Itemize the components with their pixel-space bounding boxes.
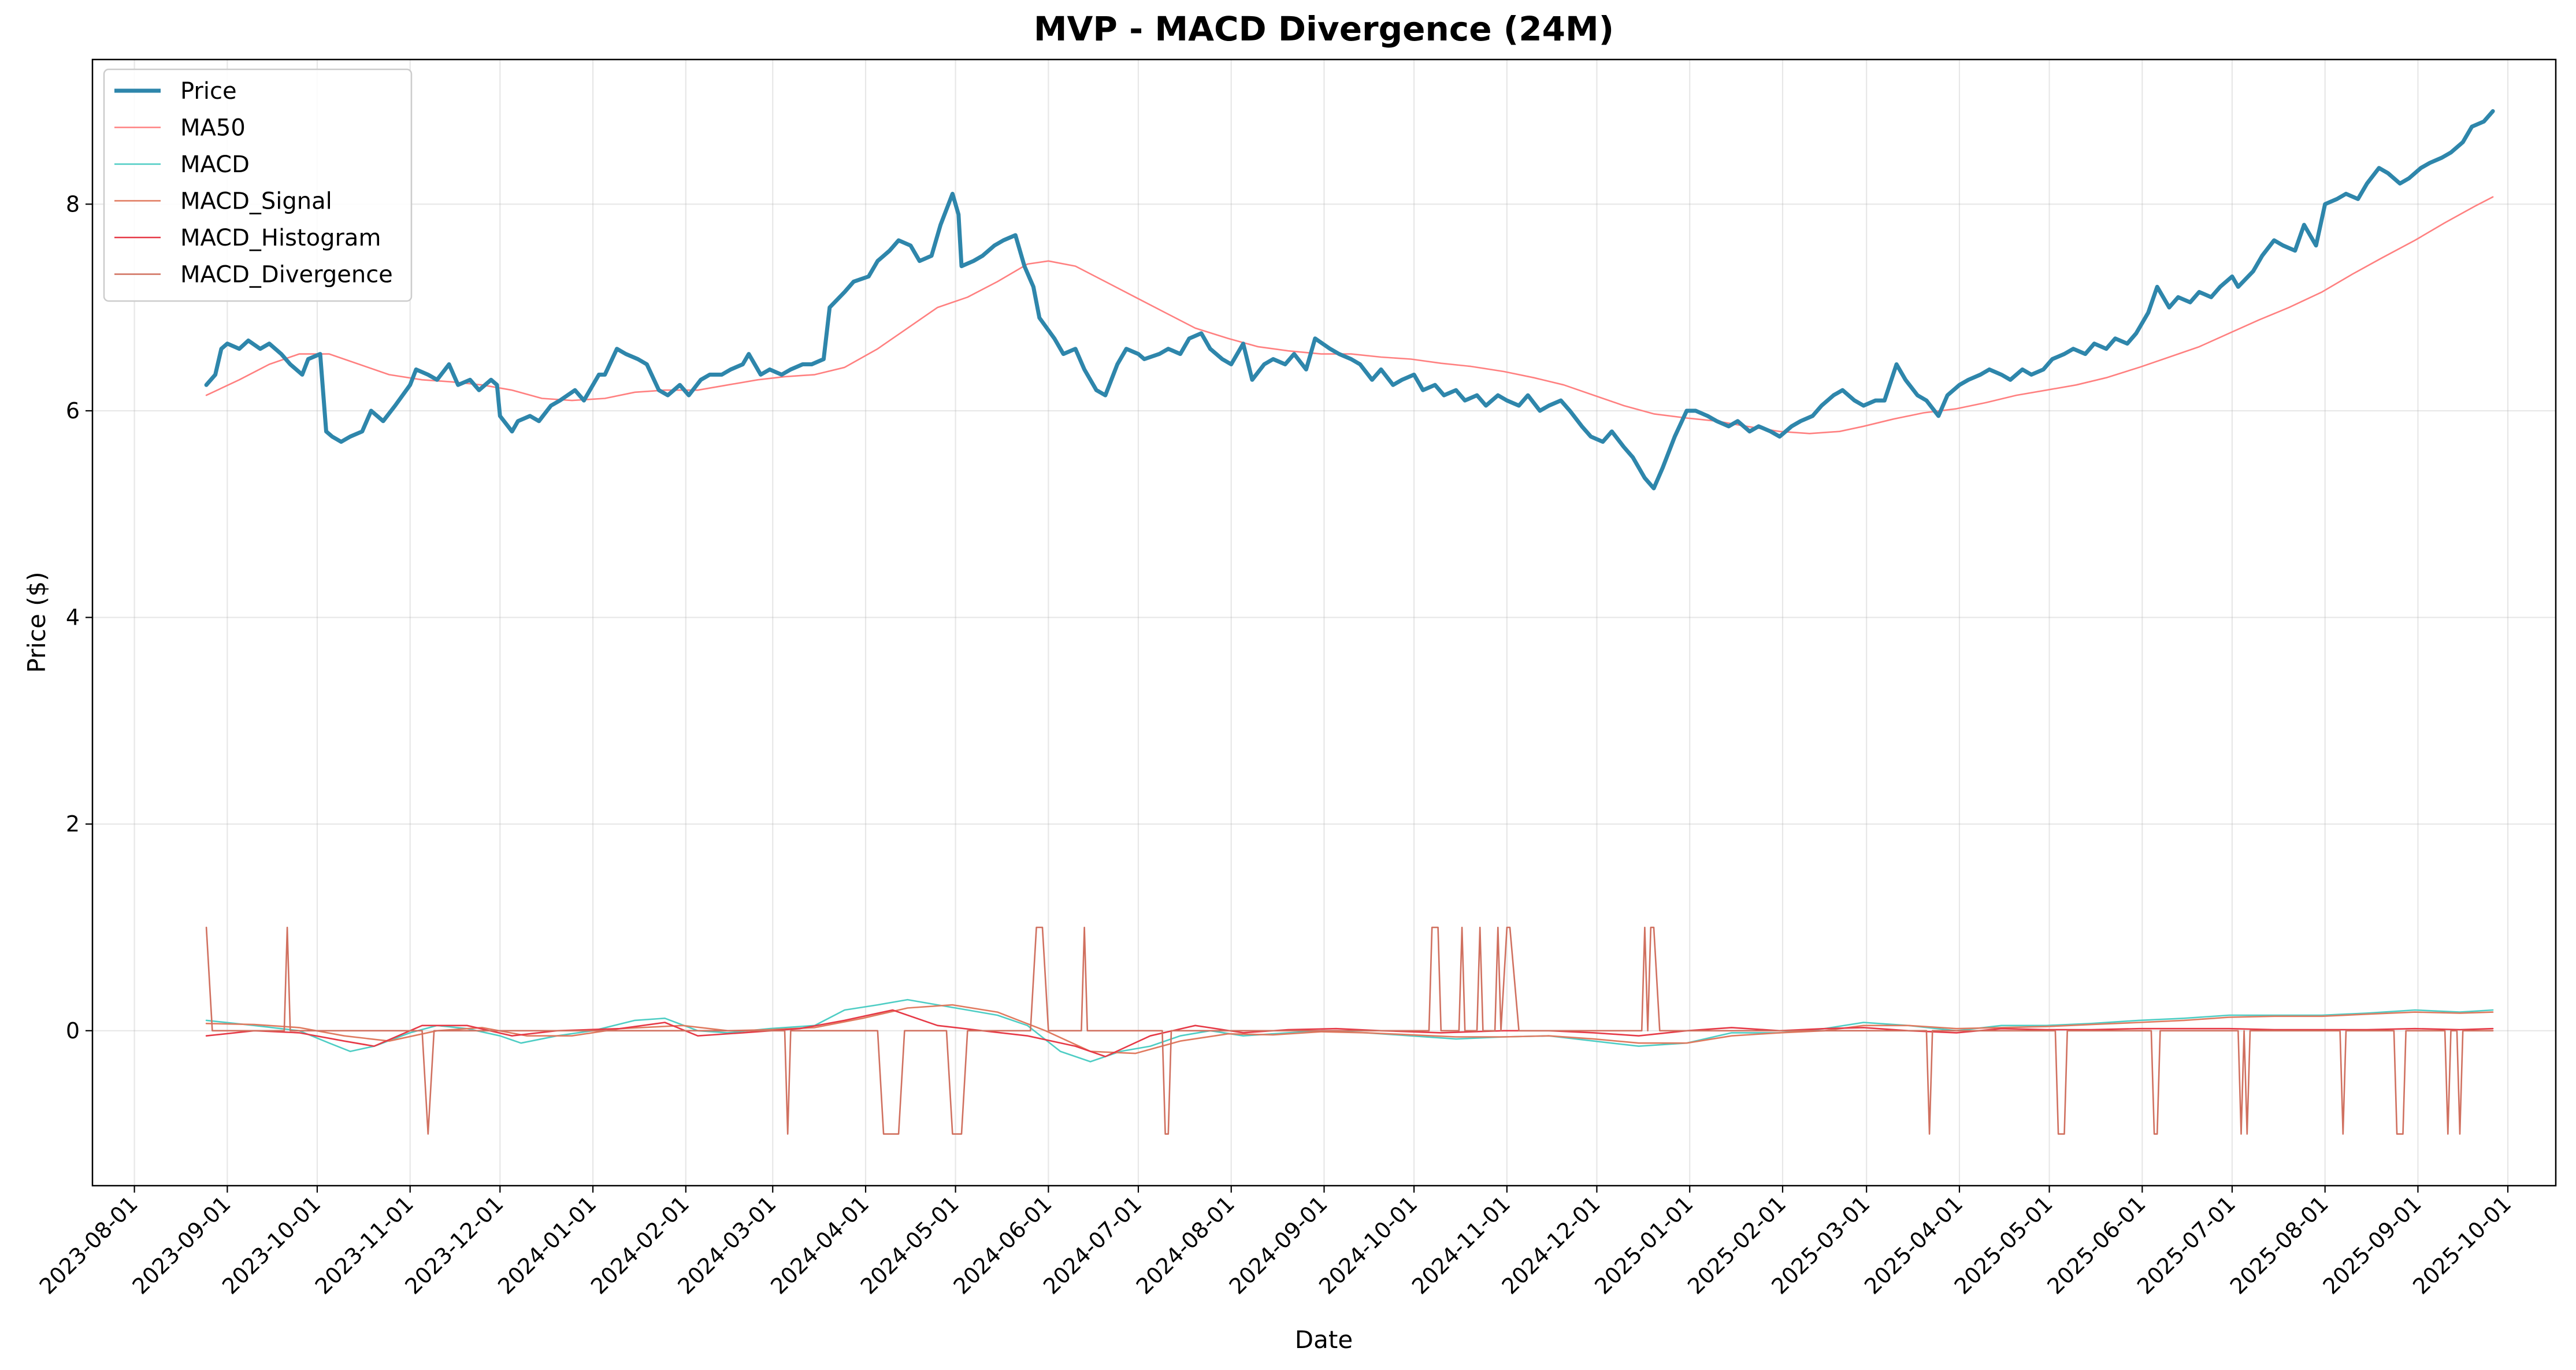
legend-label: MACD_Divergence	[180, 262, 393, 288]
series-lines	[204, 109, 2495, 1135]
y-tick-label: 6	[66, 398, 80, 424]
y-tick-label: 0	[66, 1018, 80, 1044]
series-line-ma50	[205, 196, 2494, 435]
plot-frame	[91, 58, 2557, 1187]
x-axis-label: Date	[1295, 1326, 1353, 1354]
legend: Price MA50 MACD MACD_Signal MACD_Histogram MA…	[103, 68, 413, 302]
legend-label: MACD_Histogram	[180, 225, 381, 251]
legend-label: Price	[180, 78, 237, 105]
chart-title: MVP - MACD Divergence (24M)	[1034, 9, 1614, 49]
y-axis-label: Price ($)	[23, 571, 51, 673]
y-tick-label: 8	[66, 191, 80, 217]
legend-label: MA50	[180, 115, 246, 142]
y-tick-label: 4	[66, 605, 80, 630]
y-tick-label: 2	[66, 811, 80, 837]
series-line-macd-signal	[205, 1004, 2494, 1055]
series-line-price	[204, 109, 2495, 491]
legend-box	[103, 68, 413, 302]
series-line-macd	[205, 998, 2494, 1063]
legend-label: MACD	[180, 151, 250, 178]
series-line-macd-divergence	[205, 926, 2494, 1135]
legend-label: MACD_Signal	[180, 188, 332, 215]
